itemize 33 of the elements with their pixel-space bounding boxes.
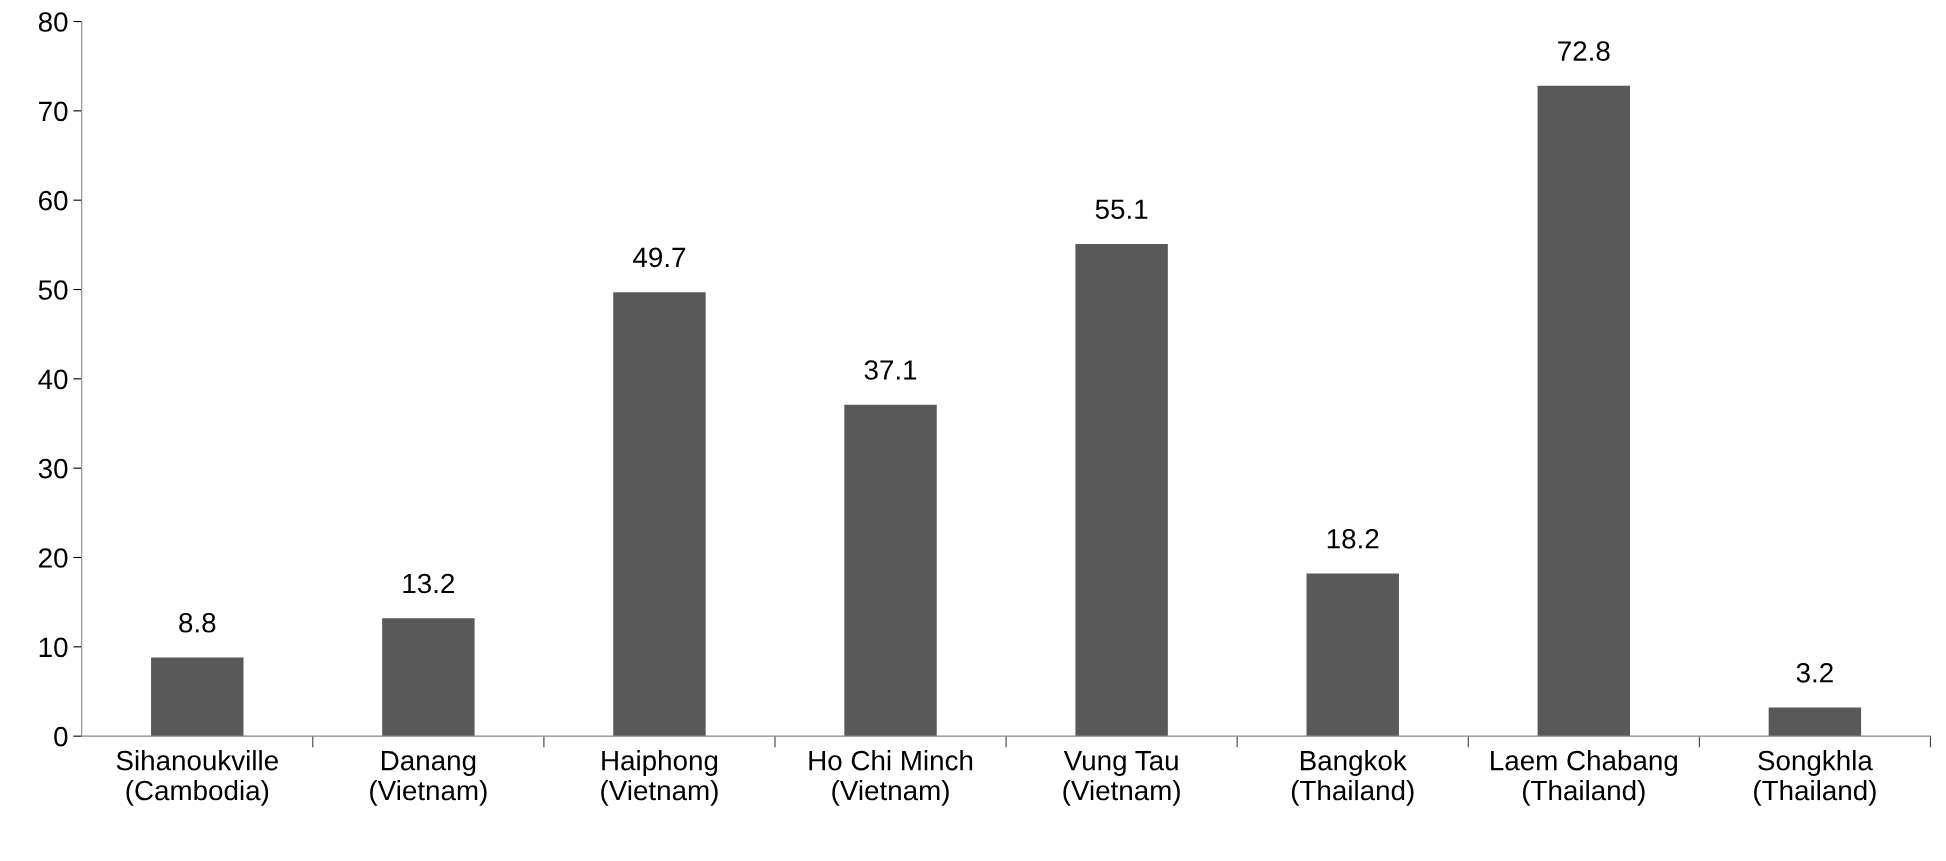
y-tick-label: 60 [39, 190, 68, 211]
data-label: 3.2 [1796, 662, 1833, 683]
data-label: 49.7 [633, 247, 686, 268]
y-tick-label: 40 [38, 369, 68, 390]
x-tick-label: Sihanoukville (Cambodia) [116, 750, 278, 806]
data-label: 8.8 [179, 612, 216, 633]
bar [1768, 707, 1862, 737]
x-tick-label: Ho Chi Minch (Vietnam) [809, 750, 973, 806]
bar [1537, 85, 1631, 737]
x-tick-label: Bangkok (Thailand) [1291, 750, 1414, 806]
bar [613, 292, 706, 737]
y-tick-label: 10 [39, 637, 68, 658]
y-tick-label: 20 [39, 548, 68, 568]
data-label: 72.8 [1558, 41, 1610, 61]
y-tick-label: 50 [38, 280, 68, 300]
y-tick-label: 30 [38, 458, 68, 479]
x-tick-label: Songkhla (Thailand) [1754, 750, 1876, 806]
bar [1075, 243, 1168, 737]
x-tick-label: Laem Chabang (Thailand) [1491, 750, 1677, 806]
bar [844, 404, 937, 737]
bar [1306, 573, 1399, 737]
x-tick-label: Danang (Vietnam) [370, 751, 487, 806]
x-tick-label: Haiphong (Vietnam) [601, 750, 718, 806]
bar [151, 657, 244, 737]
y-tick-label: 80 [38, 12, 68, 32]
data-label: 13.2 [403, 573, 454, 594]
y-tick-label: 70 [39, 101, 68, 122]
data-label: 37.1 [864, 360, 917, 380]
bar [382, 618, 475, 737]
x-tick-label: Vung Tau (Vietnam) [1063, 751, 1180, 806]
data-label: 18.2 [1327, 528, 1379, 549]
data-label: 55.1 [1095, 199, 1148, 220]
y-tick-label: 0 [54, 726, 68, 747]
